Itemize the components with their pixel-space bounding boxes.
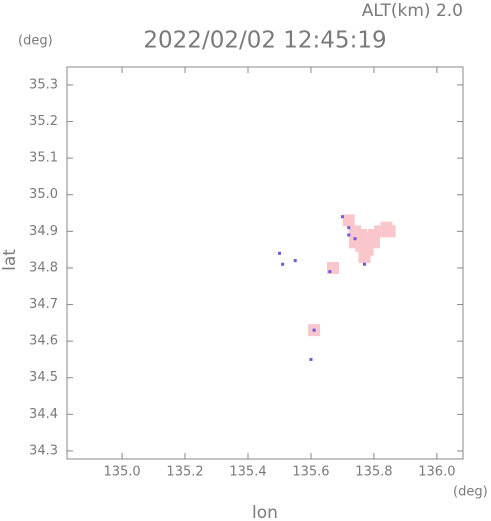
chart-title: 2022/02/02 12:45:19 (143, 28, 386, 54)
echo-point (277, 251, 281, 255)
y-tick-label: 34.3 (29, 443, 58, 458)
plot-frame (66, 66, 464, 460)
echo-point (328, 270, 332, 274)
echo-point (340, 215, 344, 219)
y-tick-label: 34.4 (29, 407, 58, 422)
x-axis-label: lon (252, 503, 278, 521)
y-tick-label: 34.5 (29, 370, 58, 385)
y-tick-label: 34.9 (29, 224, 58, 239)
y-tick-label: 34.7 (29, 297, 58, 312)
y-tick-label: 35.2 (29, 114, 58, 129)
echo-point (353, 237, 357, 241)
echo-point (383, 225, 396, 238)
x-tick-label: 135.4 (229, 465, 266, 480)
echo-point (309, 357, 313, 361)
x-tick-label: 136.0 (418, 465, 455, 480)
echo-point (362, 262, 366, 266)
echo-point (342, 214, 355, 227)
echo-point (347, 233, 351, 237)
y-tick-label: 34.8 (29, 260, 58, 275)
y-axis-label: lat (0, 249, 20, 271)
y-tick-label: 35.3 (29, 77, 58, 92)
y-tick-label: 35.0 (29, 187, 58, 202)
echo-point (312, 328, 316, 332)
x-tick-label: 135.8 (355, 465, 392, 480)
chart-subtitle: ALT(km) 2.0 (362, 1, 463, 21)
echo-point (358, 250, 371, 263)
x-unit: (deg) (453, 485, 488, 500)
x-tick-label: 135.6 (292, 465, 329, 480)
echo-point (281, 262, 285, 266)
echo-point (347, 226, 351, 230)
y-tick-label: 35.1 (29, 151, 58, 166)
x-tick-label: 135.0 (103, 465, 140, 480)
x-tick-label: 135.2 (166, 465, 203, 480)
echo-point (349, 236, 362, 249)
echo-point (367, 236, 380, 249)
echo-point (293, 259, 297, 263)
y-unit: (deg) (18, 34, 53, 49)
y-tick-label: 34.6 (29, 334, 58, 349)
